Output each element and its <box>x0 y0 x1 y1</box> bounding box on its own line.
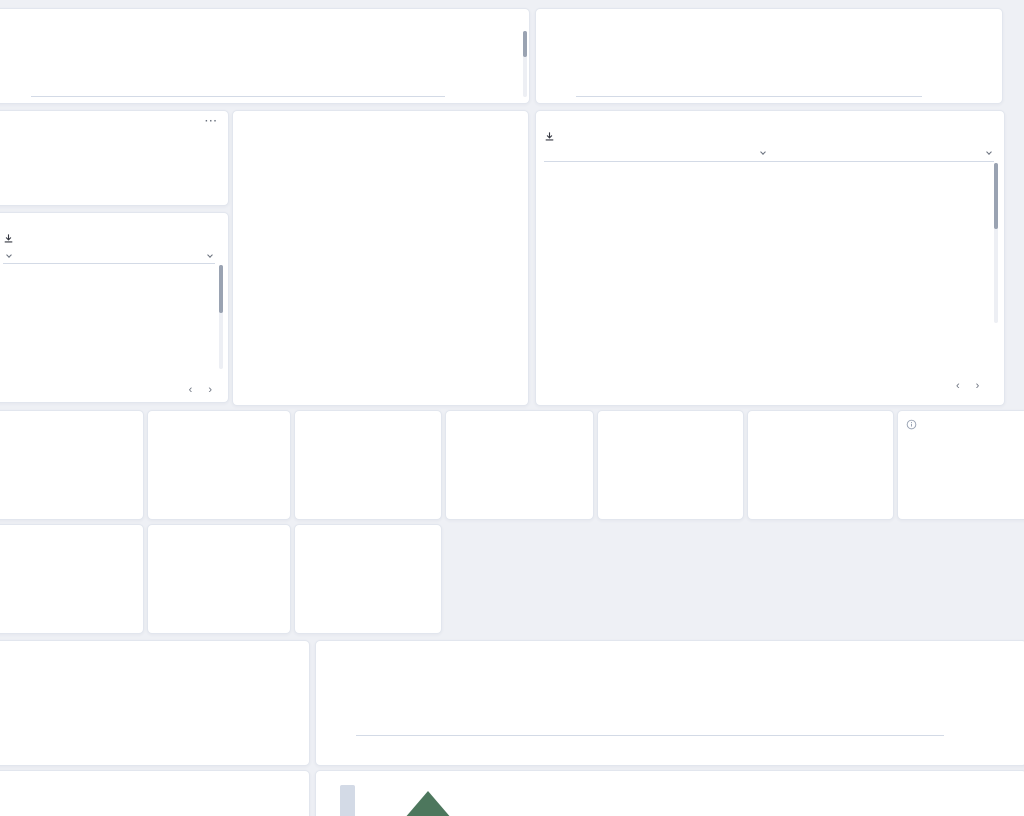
column-header-issuer[interactable] <box>544 149 768 156</box>
axis-bar <box>340 785 355 816</box>
table-header <box>544 145 994 162</box>
error-area-spike[interactable] <box>404 791 452 816</box>
legend-scrollbar[interactable] <box>523 31 527 97</box>
metric-nacl-changed <box>147 524 291 634</box>
panel-error-code-area <box>315 770 1024 816</box>
column-header-count[interactable] <box>105 252 215 259</box>
panel-source-ip: ‹ › <box>0 212 229 403</box>
sort-chevron-icon <box>760 149 766 155</box>
panel-user-identity-arn: ‹ › <box>535 110 1005 406</box>
metric-s3-bucket-changed <box>747 410 894 520</box>
bar-chart[interactable] <box>578 31 920 97</box>
prev-page-button[interactable]: ‹ <box>188 384 193 396</box>
metric-unauthorized-api-calls <box>294 410 442 520</box>
panel-event-name-area <box>315 640 1024 766</box>
metric-vpc-changed <box>597 410 744 520</box>
stacked-area-chart[interactable] <box>356 666 944 736</box>
panel-event-name-pie <box>0 640 310 766</box>
pagination: ‹ › <box>188 384 212 396</box>
scrollbar-thumb[interactable] <box>994 163 998 229</box>
pagination: ‹ › <box>956 380 980 392</box>
panel-tls-version: ··· <box>0 110 229 206</box>
next-page-button[interactable]: › <box>975 380 980 392</box>
metric-login-failed <box>0 410 144 520</box>
y-axis-ticks <box>0 33 29 86</box>
scrollbar-thumb[interactable] <box>523 31 527 57</box>
sort-chevron-icon <box>6 252 12 258</box>
table-header <box>3 249 215 264</box>
table-scrollbar[interactable] <box>994 163 998 323</box>
panel-options-icon[interactable]: ··· <box>205 116 218 127</box>
y-axis-ticks <box>544 33 574 86</box>
prev-page-button[interactable]: ‹ <box>956 380 960 392</box>
x-axis-line <box>576 31 922 97</box>
panel-error-code-pie <box>0 770 310 816</box>
download-icon[interactable] <box>3 233 14 244</box>
next-page-button[interactable]: › <box>208 384 212 396</box>
info-icon[interactable] <box>906 419 917 430</box>
column-header-count[interactable] <box>768 149 994 156</box>
sort-chevron-icon <box>207 252 213 258</box>
user-agent-donut-chart[interactable] <box>269 185 424 340</box>
metric-root-login <box>147 410 291 520</box>
y-axis-ticks <box>324 674 352 710</box>
event-name-donut-chart[interactable] <box>69 664 153 748</box>
x-axis-line <box>356 666 944 736</box>
metric-sg-changed <box>0 524 144 634</box>
x-axis-line <box>31 31 445 97</box>
download-icon[interactable] <box>544 131 555 142</box>
error-code-donut-chart[interactable] <box>40 796 150 816</box>
sort-chevron-icon <box>986 149 992 155</box>
metric-network-gateway-changed <box>294 524 442 634</box>
metric-route-table-changed <box>445 410 594 520</box>
bar-chart[interactable] <box>35 31 445 97</box>
table-scrollbar[interactable] <box>219 265 223 369</box>
metric-kms-key-changed <box>897 410 1024 520</box>
column-header-source[interactable] <box>3 252 105 259</box>
panel-region-bar <box>535 8 1003 104</box>
panel-aws-account-bar <box>0 8 530 104</box>
panel-user-agent-browser <box>232 110 529 406</box>
tls-donut-chart[interactable] <box>47 139 104 196</box>
scrollbar-thumb[interactable] <box>219 265 223 313</box>
